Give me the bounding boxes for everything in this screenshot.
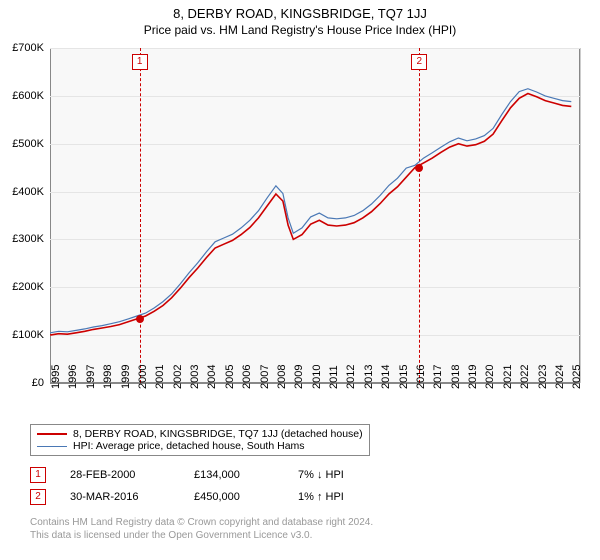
x-tick-label: 2023	[537, 365, 549, 389]
x-tick-label: 2007	[259, 365, 271, 389]
y-tick-label: £500K	[0, 138, 44, 150]
x-tick-label: 2024	[554, 365, 566, 389]
x-tick-label: 2019	[467, 365, 479, 389]
x-tick-label: 1995	[50, 365, 62, 389]
x-tick-label: 2012	[345, 365, 357, 389]
sale-date: 28-FEB-2000	[70, 469, 170, 481]
sale-date: 30-MAR-2016	[70, 491, 170, 503]
sale-marker-box: 2	[30, 489, 46, 505]
legend-label: 8, DERBY ROAD, KINGSBRIDGE, TQ7 1JJ (det…	[73, 428, 363, 440]
sale-pct: 1% ↑ HPI	[298, 491, 388, 503]
chart-plot-area: 12	[50, 48, 581, 383]
y-tick-label: £200K	[0, 281, 44, 293]
legend: 8, DERBY ROAD, KINGSBRIDGE, TQ7 1JJ (det…	[30, 424, 370, 456]
x-tick-label: 2008	[276, 365, 288, 389]
x-tick-label: 2022	[519, 365, 531, 389]
x-tick-label: 1996	[67, 365, 79, 389]
marker-box: 1	[132, 54, 148, 70]
legend-row: 8, DERBY ROAD, KINGSBRIDGE, TQ7 1JJ (det…	[37, 428, 363, 440]
series-line	[50, 94, 571, 336]
chart-container: 8, DERBY ROAD, KINGSBRIDGE, TQ7 1JJ Pric…	[0, 0, 600, 560]
x-tick-label: 2005	[224, 365, 236, 389]
sale-price: £134,000	[194, 469, 274, 481]
x-tick-label: 1998	[102, 365, 114, 389]
chart-subtitle: Price paid vs. HM Land Registry's House …	[0, 21, 600, 37]
x-tick-label: 1999	[120, 365, 132, 389]
footer-attribution: Contains HM Land Registry data © Crown c…	[30, 516, 373, 542]
sale-marker-box: 1	[30, 467, 46, 483]
y-tick-label: £600K	[0, 90, 44, 102]
x-tick-label: 2011	[328, 365, 340, 389]
series-line	[50, 89, 571, 333]
footer-line: Contains HM Land Registry data © Crown c…	[30, 516, 373, 529]
y-tick-label: £300K	[0, 233, 44, 245]
x-tick-label: 2020	[484, 365, 496, 389]
x-tick-label: 2013	[363, 365, 375, 389]
sale-row: 1 28-FEB-2000 £134,000 7% ↓ HPI	[30, 464, 388, 486]
x-tick-label: 2025	[571, 365, 583, 389]
x-tick-label: 2015	[398, 365, 410, 389]
x-tick-label: 2003	[189, 365, 201, 389]
sale-dot	[136, 315, 144, 323]
footer-line: This data is licensed under the Open Gov…	[30, 529, 373, 542]
y-tick-label: £0	[0, 377, 44, 389]
x-tick-label: 2004	[206, 365, 218, 389]
legend-swatch	[37, 446, 67, 447]
legend-label: HPI: Average price, detached house, Sout…	[73, 440, 305, 452]
x-tick-label: 2006	[241, 365, 253, 389]
x-tick-label: 2018	[450, 365, 462, 389]
x-tick-label: 2021	[502, 365, 514, 389]
x-tick-label: 1997	[85, 365, 97, 389]
chart-lines-svg	[50, 48, 580, 383]
sale-price: £450,000	[194, 491, 274, 503]
y-tick-label: £100K	[0, 329, 44, 341]
x-tick-label: 2010	[311, 365, 323, 389]
x-tick-label: 2001	[154, 365, 166, 389]
sale-dot	[415, 164, 423, 172]
x-tick-label: 2002	[172, 365, 184, 389]
sales-table: 1 28-FEB-2000 £134,000 7% ↓ HPI 2 30-MAR…	[30, 464, 388, 508]
marker-box: 2	[411, 54, 427, 70]
sale-pct: 7% ↓ HPI	[298, 469, 388, 481]
x-tick-label: 2017	[432, 365, 444, 389]
sale-row: 2 30-MAR-2016 £450,000 1% ↑ HPI	[30, 486, 388, 508]
legend-swatch	[37, 433, 67, 435]
chart-title: 8, DERBY ROAD, KINGSBRIDGE, TQ7 1JJ	[0, 0, 600, 21]
x-tick-label: 2014	[380, 365, 392, 389]
x-tick-label: 2009	[293, 365, 305, 389]
y-tick-label: £700K	[0, 42, 44, 54]
legend-row: HPI: Average price, detached house, Sout…	[37, 440, 363, 452]
x-tick-label: 2016	[415, 365, 427, 389]
x-tick-label: 2000	[137, 365, 149, 389]
y-tick-label: £400K	[0, 186, 44, 198]
